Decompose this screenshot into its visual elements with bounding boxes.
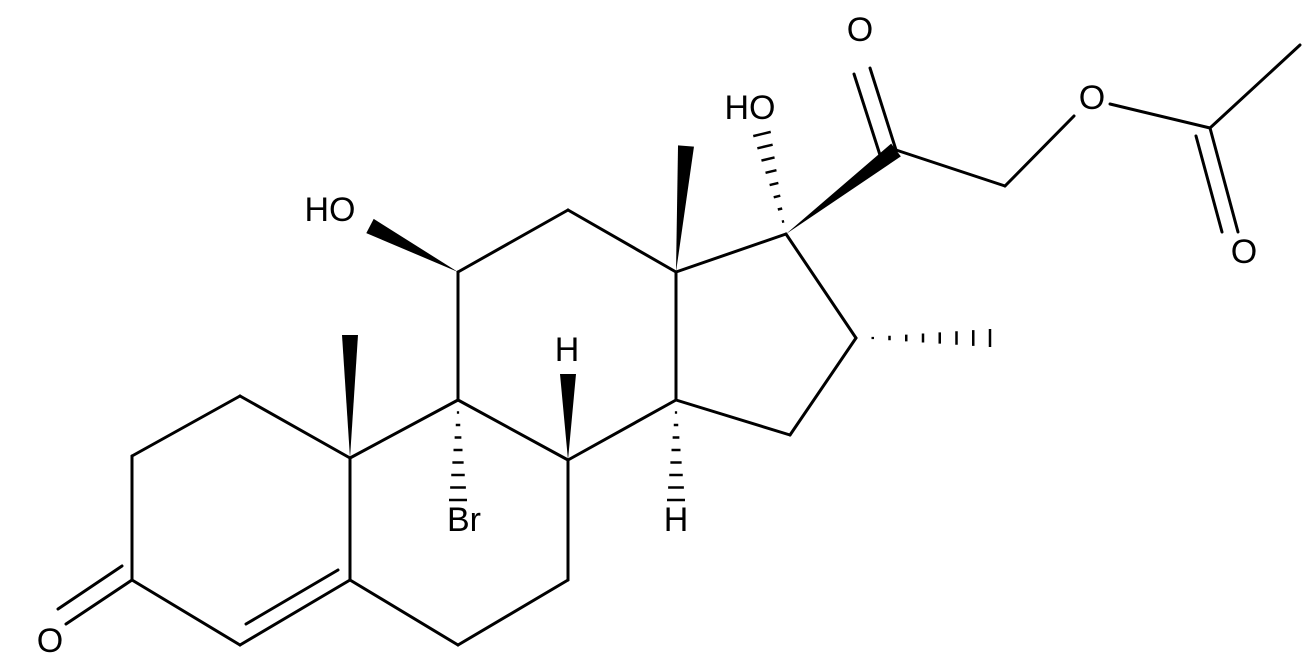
atom-label: HO [725, 89, 776, 127]
bond [348, 398, 460, 460]
atom-label: O [37, 622, 63, 660]
atom-label: O [1231, 233, 1257, 271]
bond [130, 394, 242, 458]
bonds [56, 43, 1302, 647]
atom-label: O [847, 11, 873, 49]
bond [868, 66, 898, 152]
bond [784, 232, 858, 340]
bond [64, 578, 134, 626]
atom-label: HO [305, 191, 356, 229]
bond [456, 578, 570, 647]
wedge-bond [560, 374, 576, 460]
bond [456, 398, 570, 462]
bond [894, 148, 1007, 188]
bond [348, 578, 460, 647]
bond [788, 336, 858, 437]
bond [1208, 43, 1302, 130]
double-bond [56, 564, 124, 611]
bond [1003, 114, 1076, 188]
wedge-bond [676, 145, 694, 272]
bond [456, 208, 570, 274]
atom-label: Br [447, 501, 481, 539]
bond [566, 208, 678, 274]
hash-bond [769, 181, 779, 187]
double-bond [1194, 134, 1224, 234]
bond [674, 398, 792, 437]
wedge-bond [342, 335, 358, 458]
wedge-bond [786, 143, 901, 234]
hash-bond [765, 168, 777, 175]
hash-bond [777, 207, 783, 211]
wedge-bond [366, 218, 458, 272]
bond [674, 232, 788, 274]
bond [238, 394, 352, 460]
hash-bond [752, 130, 772, 138]
hash-bond [761, 156, 775, 162]
double-bond [244, 568, 340, 626]
bond [1108, 102, 1212, 130]
atom-label: O [1079, 79, 1105, 117]
stereo-bonds [342, 130, 992, 502]
hash-bond [757, 143, 773, 150]
atom-label: H [664, 501, 689, 539]
bond [566, 398, 678, 462]
bond [130, 578, 242, 647]
hash-bond [773, 194, 781, 199]
hash-bond [781, 220, 785, 223]
double-bond [852, 72, 882, 157]
bond [1208, 126, 1240, 234]
atom-label: H [555, 331, 580, 369]
bond [238, 578, 352, 647]
